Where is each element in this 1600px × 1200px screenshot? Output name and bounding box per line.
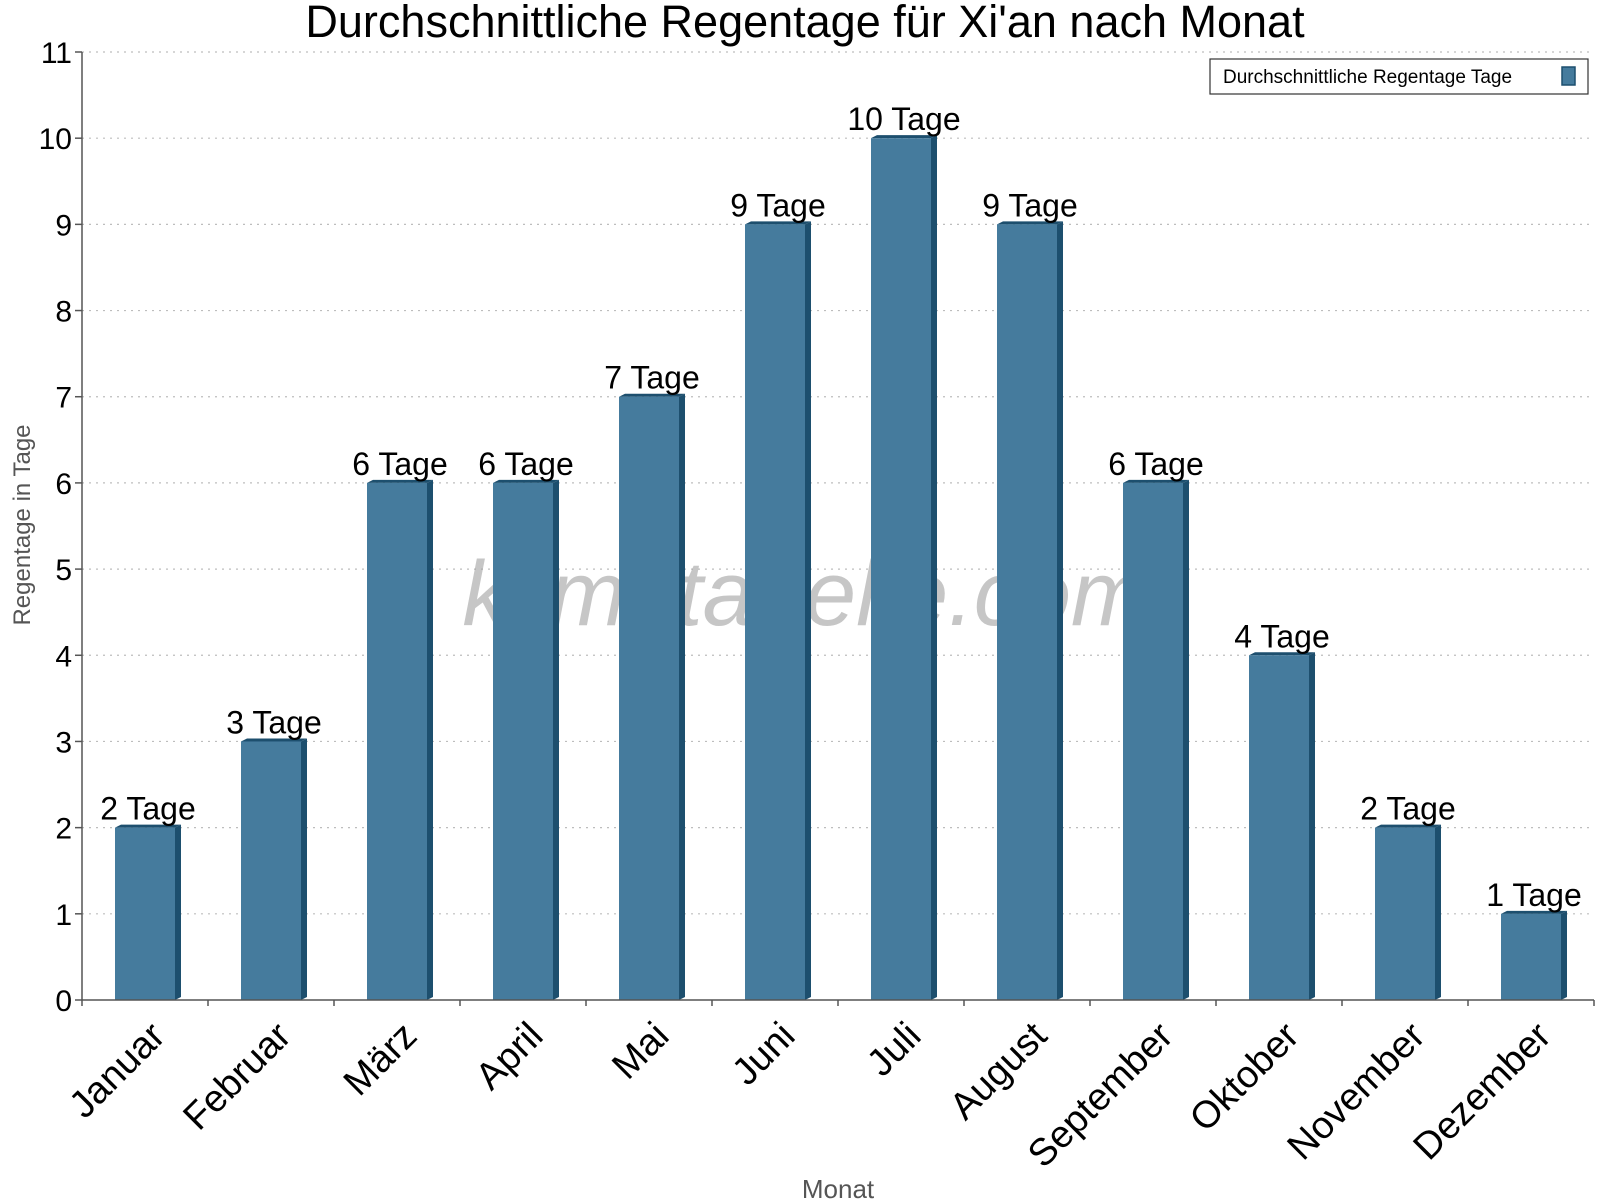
bar-top [241,738,307,742]
bar [1501,913,1561,1000]
bar [493,482,553,1001]
bar [997,224,1057,1000]
data-label: 4 Tage [1234,618,1330,654]
data-label: 7 Tage [604,360,700,396]
data-label: 1 Tage [1486,877,1582,913]
bar-side [175,824,181,1000]
x-tick-label: Februar [176,1014,300,1138]
bar-side [679,393,685,1000]
bar-top [1123,479,1189,483]
bar-top [115,824,181,828]
y-tick-label: 3 [55,726,72,759]
bar [1375,827,1435,1000]
bar-oktober [1249,652,1315,1000]
gridlines [82,51,1594,915]
x-tick-labels: Januar Februar März April Mai Juni Juli AugustS… [61,1000,1595,1176]
y-tick-label: 10 [39,123,72,156]
x-tick-label: Juli [859,1015,929,1085]
y-tick-label: 6 [55,468,72,501]
bar-side [805,221,811,1000]
x-tick-label: Dezember [1406,1014,1560,1168]
data-label: 2 Tage [1360,791,1456,827]
bar-november [1375,824,1441,1000]
bar [619,396,679,1000]
bar [1249,655,1309,1000]
data-labels: 2 Tage 3 Tage 6 Tage 6 Tage 7 Tage 9 Tage 10 T… [100,101,1582,913]
bar-januar [115,824,181,1000]
data-label: 2 Tage [100,791,196,827]
y-tick-label: 2 [55,813,72,846]
bars [115,135,1567,1001]
data-label: 6 Tage [352,446,448,482]
bar-februar [241,738,307,1000]
y-tick-label: 9 [55,209,72,242]
x-tick-label: Januar [61,1014,173,1126]
y-tick-label: 4 [55,640,72,673]
bar-side [1561,910,1567,1000]
bar-dezember [1501,910,1567,1000]
bar-juli [871,135,937,1000]
data-label: 10 Tage [847,101,960,137]
bar-april [493,479,559,1001]
bar [241,741,301,1000]
data-label: 9 Tage [730,187,826,223]
y-tick-label: 8 [55,296,72,329]
bar-top [745,221,811,225]
bar-september [1123,479,1189,1001]
legend-swatch [1561,66,1576,86]
bar-side [931,135,937,1000]
data-label: 6 Tage [1108,446,1204,482]
bar-märz [367,479,433,1001]
legend: Durchschnittliche Regentage Tage [1209,58,1589,95]
bar [745,224,805,1000]
y-tick-label: 11 [41,37,72,70]
bar-side [301,738,307,1000]
chart-title: Durchschnittliche Regentage für Xi'an na… [305,0,1305,47]
axes [81,52,1594,1001]
bar [367,482,427,1001]
bar-juni [745,221,811,1000]
y-tick-labels: 0 1 2 3 4 5 6 7 8 9 10 11 [39,37,82,1018]
bar-top [367,479,433,483]
x-tick-label: Juni [724,1015,803,1094]
bar [1123,482,1183,1001]
y-tick-label: 0 [55,985,72,1018]
legend-label: Durchschnittliche Regentage Tage [1223,67,1512,88]
data-label: 3 Tage [226,704,322,740]
bar-side [1183,479,1189,1001]
x-tick-label: Oktober [1182,1014,1308,1140]
bar [871,138,931,1000]
bar-top [871,135,937,139]
y-axis-label: Regentage in Tage [9,424,36,625]
y-tick-label: 7 [55,382,72,415]
bar-side [1435,824,1441,1000]
legend-box [1209,58,1589,95]
x-tick-label: April [468,1015,551,1098]
bar-august [997,221,1063,1000]
bar-top [493,479,559,483]
bar-top [1375,824,1441,828]
data-label: 9 Tage [982,187,1078,223]
bar-top [997,221,1063,225]
bar-top [1249,652,1315,656]
x-tick-label: August [942,1014,1056,1128]
x-axis-label: Monat [802,1174,875,1200]
bar-top [619,393,685,397]
y-tick-label: 1 [55,899,72,932]
bar [115,827,175,1000]
x-tick-label: November [1280,1014,1434,1168]
bar-mai [619,393,685,1000]
bar-side [427,479,433,1001]
bar-side [1057,221,1063,1000]
bar-side [1309,652,1315,1000]
data-label: 6 Tage [478,446,574,482]
bar-side [553,479,559,1001]
bar-top [1501,910,1567,914]
x-tick-label: Mai [604,1015,677,1088]
x-tick-label: März [336,1015,425,1104]
y-tick-label: 5 [55,554,72,587]
